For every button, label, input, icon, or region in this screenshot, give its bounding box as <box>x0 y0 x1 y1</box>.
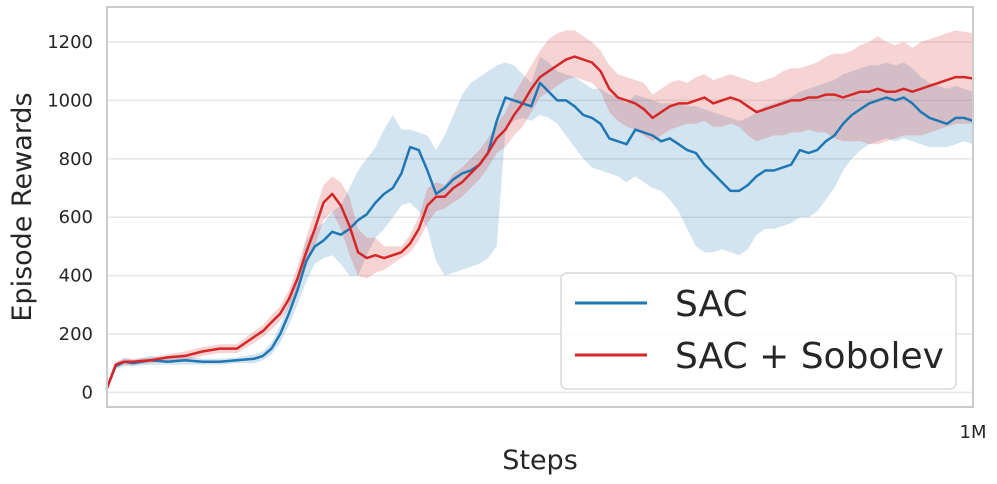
x-tick-label-1M: 1M <box>960 422 987 443</box>
y-tick-label-400: 400 <box>59 266 93 287</box>
y-tick-label-200: 200 <box>59 324 93 345</box>
y-tick-label-1000: 1000 <box>47 90 93 111</box>
line-sac-sobolev <box>105 55 975 390</box>
series-lines <box>105 55 975 390</box>
band-sac <box>107 56 973 390</box>
y-axis-ticks: 0 200 400 600 800 1000 1200 <box>47 32 93 403</box>
grid-lines <box>107 41 973 394</box>
y-axis-title: Episode Rewards <box>7 92 38 321</box>
confidence-bands <box>107 30 973 390</box>
x-axis-ticks: 1M <box>960 422 987 443</box>
legend-label-sac-sobolev: SAC + Sobolev <box>675 336 944 377</box>
line-sac <box>105 81 975 390</box>
y-tick-label-0: 0 <box>82 382 93 403</box>
legend: SAC SAC + Sobolev <box>560 272 957 390</box>
y-tick-label-600: 600 <box>59 207 93 228</box>
plot-frame <box>106 6 974 408</box>
legend-label-sac: SAC <box>675 284 748 325</box>
y-tick-label-1200: 1200 <box>47 32 93 53</box>
band-sac-sobolev <box>107 30 973 390</box>
legend-box <box>560 272 957 390</box>
x-axis-title: Steps <box>502 445 578 476</box>
y-tick-label-800: 800 <box>59 149 93 170</box>
